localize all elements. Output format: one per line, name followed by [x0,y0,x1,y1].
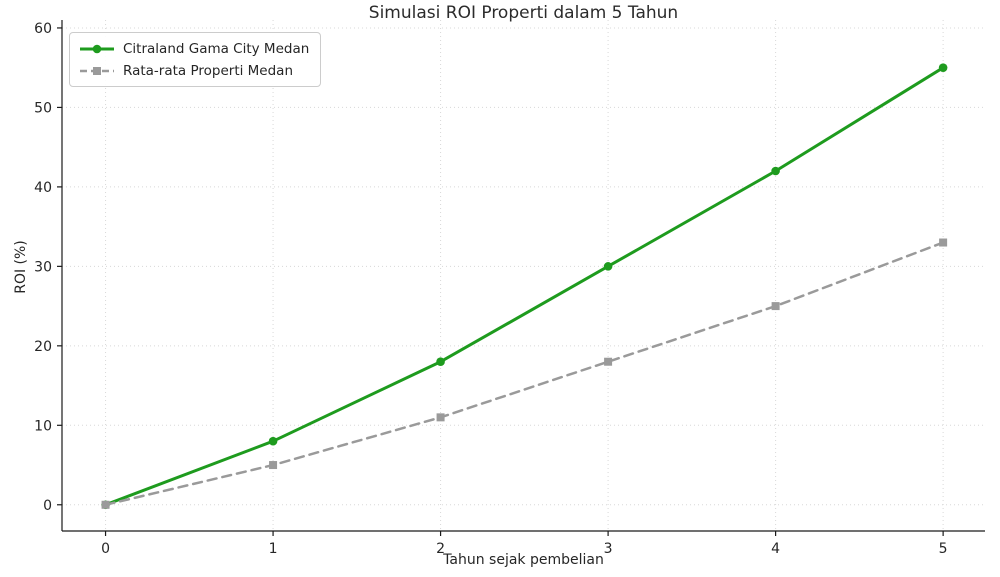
y-tick-label: 50 [34,100,52,116]
series-line-0 [104,66,945,507]
data-point-marker [604,357,613,366]
data-point-marker [436,357,445,367]
legend-item-rata-rata: Rata-rata Properti Medan [79,62,309,79]
y-axis-label: ROI (%) [13,240,29,294]
y-tick-label: 10 [34,418,52,434]
x-tick-label: 0 [101,541,110,557]
x-axis-label: Tahun sejak pembelian [443,552,604,568]
y-tick-label: 20 [34,339,52,355]
data-point-marker [603,262,613,271]
legend-line-circle-icon [80,44,114,53]
x-tick-label: 1 [269,541,278,557]
data-point-marker [269,461,278,470]
y-tick-label: 40 [34,180,52,196]
legend-marker [93,66,101,75]
legend-marker [92,44,102,53]
data-point-marker [101,500,110,509]
x-tick-label: 5 [939,541,948,557]
data-point-marker [939,238,948,247]
legend-item-citraland: Citraland Gama City Medan [79,40,309,57]
x-tick-label: 4 [771,541,780,557]
data-point-marker [771,166,780,176]
legend-line-square-icon [80,66,114,75]
data-point-marker [436,413,445,422]
x-tick-label: 2 [436,541,445,557]
data-point-marker [938,63,948,72]
series-line-1 [104,241,945,507]
x-tick-label: 3 [604,541,613,557]
chart-title: Simulasi ROI Properti dalam 5 Tahun [368,3,679,23]
y-tick-label: 0 [43,498,52,514]
data-point-marker [771,302,780,311]
data-point-marker [268,436,278,446]
legend-label: Rata-rata Properti Medan [123,62,294,79]
y-tick-label: 60 [34,21,52,37]
legend: Citraland Gama City Medan Rata-rata Prop… [69,32,322,87]
y-tick-label: 30 [34,259,52,275]
legend-label: Citraland Gama City Medan [123,40,310,57]
